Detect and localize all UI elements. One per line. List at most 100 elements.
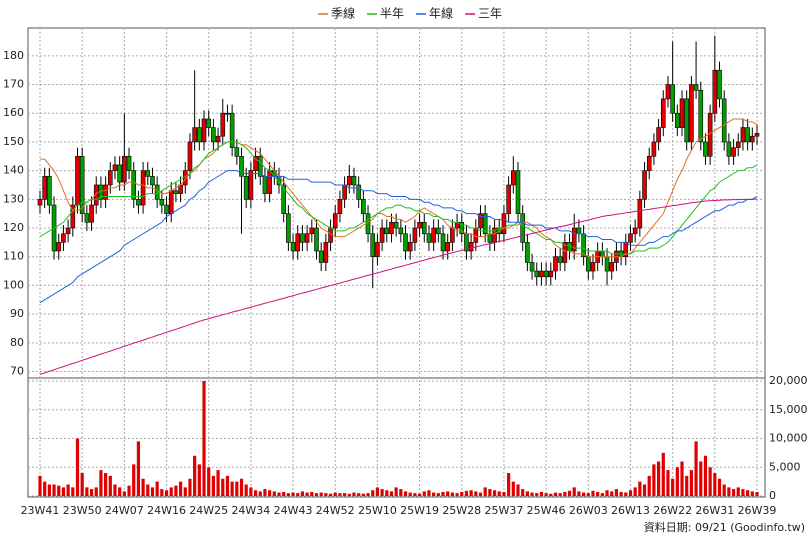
candle-body [609,262,615,272]
candle-body [47,176,52,206]
y2-tick-label: 15,000 [769,403,808,416]
candle-body [754,133,760,137]
volume-bar [741,489,745,496]
volume-bar [582,492,586,496]
candle-body [370,233,376,258]
candle-body [318,250,324,263]
candle-body [703,141,708,157]
candle-body [131,170,137,200]
candle-body [562,242,568,263]
x-tick-label: 25W19 [400,504,439,517]
candle-body [206,118,212,128]
volume-bar [197,464,201,496]
volume-bar [291,492,295,496]
candle-body [234,147,240,157]
candle-body [379,227,385,243]
volume-bar [680,461,684,496]
candle-body [459,221,465,235]
candle-body [262,176,268,194]
volume-bar [127,485,131,496]
candle-body [375,242,380,258]
candle-body [412,227,418,243]
volume-bar [417,493,422,496]
candle-body [585,256,591,272]
volume-bar [104,473,108,496]
volume-bar [689,470,693,496]
candle-body [440,233,446,252]
volume-bar [441,491,445,496]
volume-bar [708,467,712,496]
candle-body [211,127,216,143]
volume-bar [268,490,272,496]
x-tick-label: 26W22 [653,504,692,517]
y-tick-label: 120 [3,221,24,234]
volume-bar [511,481,515,496]
candle-body [557,256,563,263]
candle-body [79,155,85,214]
candle-body [670,84,675,114]
volume-bar [460,491,464,496]
volume-bar [567,490,572,496]
volume-bar [239,478,244,496]
candle-body [403,233,408,252]
volume-bar [638,481,642,496]
volume-bar [549,493,553,496]
volume-bar [253,490,258,496]
volume-bar [136,441,141,496]
y-tick-label: 180 [3,49,24,62]
volume-bar [661,452,665,496]
x-tick-label: 23W50 [63,504,102,517]
volume-bar [118,487,122,496]
x-tick-label: 26W13 [611,504,650,517]
volume-bar [553,492,558,496]
y-tick-label: 100 [3,278,24,291]
volume-bar [436,493,440,496]
candle-body [436,227,441,235]
candle-body [70,204,76,229]
volume-bar [244,484,248,496]
volume-bar [225,475,230,496]
x-tick-label: 24W16 [147,504,186,517]
candle-body [721,98,727,143]
ma-line [39,170,758,304]
volume-bar [366,493,370,496]
volume-bar [755,491,759,496]
candle-body [529,262,535,272]
volume-bar [642,484,647,496]
volume-bar [305,492,309,496]
volume-bar [211,475,215,496]
volume-bar [277,492,281,496]
volume-bar [296,493,300,496]
volume-bar [750,491,754,496]
candle-body [745,127,750,143]
candle-body [295,233,301,252]
y-tick-label: 140 [3,164,24,177]
volume-bar [507,473,511,496]
volume-bar [71,487,75,496]
candle-body [84,213,90,223]
candle-body [215,135,221,143]
volume-bar [474,491,478,496]
candle-body [197,127,202,143]
volume-bar [652,464,656,496]
candle-body [642,170,647,200]
candle-body [75,155,80,206]
candle-body [750,135,755,143]
volume-bar [464,490,469,496]
volume-bar [375,487,380,496]
candle-body [515,170,521,214]
legend: 季線 半年 年線 三年 [318,6,502,21]
x-tick-label: 24W25 [189,504,228,517]
candle-body [421,221,427,235]
candle-body [679,98,685,128]
candle-body [712,69,718,114]
candle-body [281,184,286,214]
y2-tick-label: 20,000 [769,374,808,387]
candle-body [731,147,736,157]
candle-body [122,155,127,183]
x-tick-label: 25W28 [442,504,481,517]
volume-bar [671,478,675,496]
candle-body [220,112,226,137]
volume-bar [685,475,689,496]
